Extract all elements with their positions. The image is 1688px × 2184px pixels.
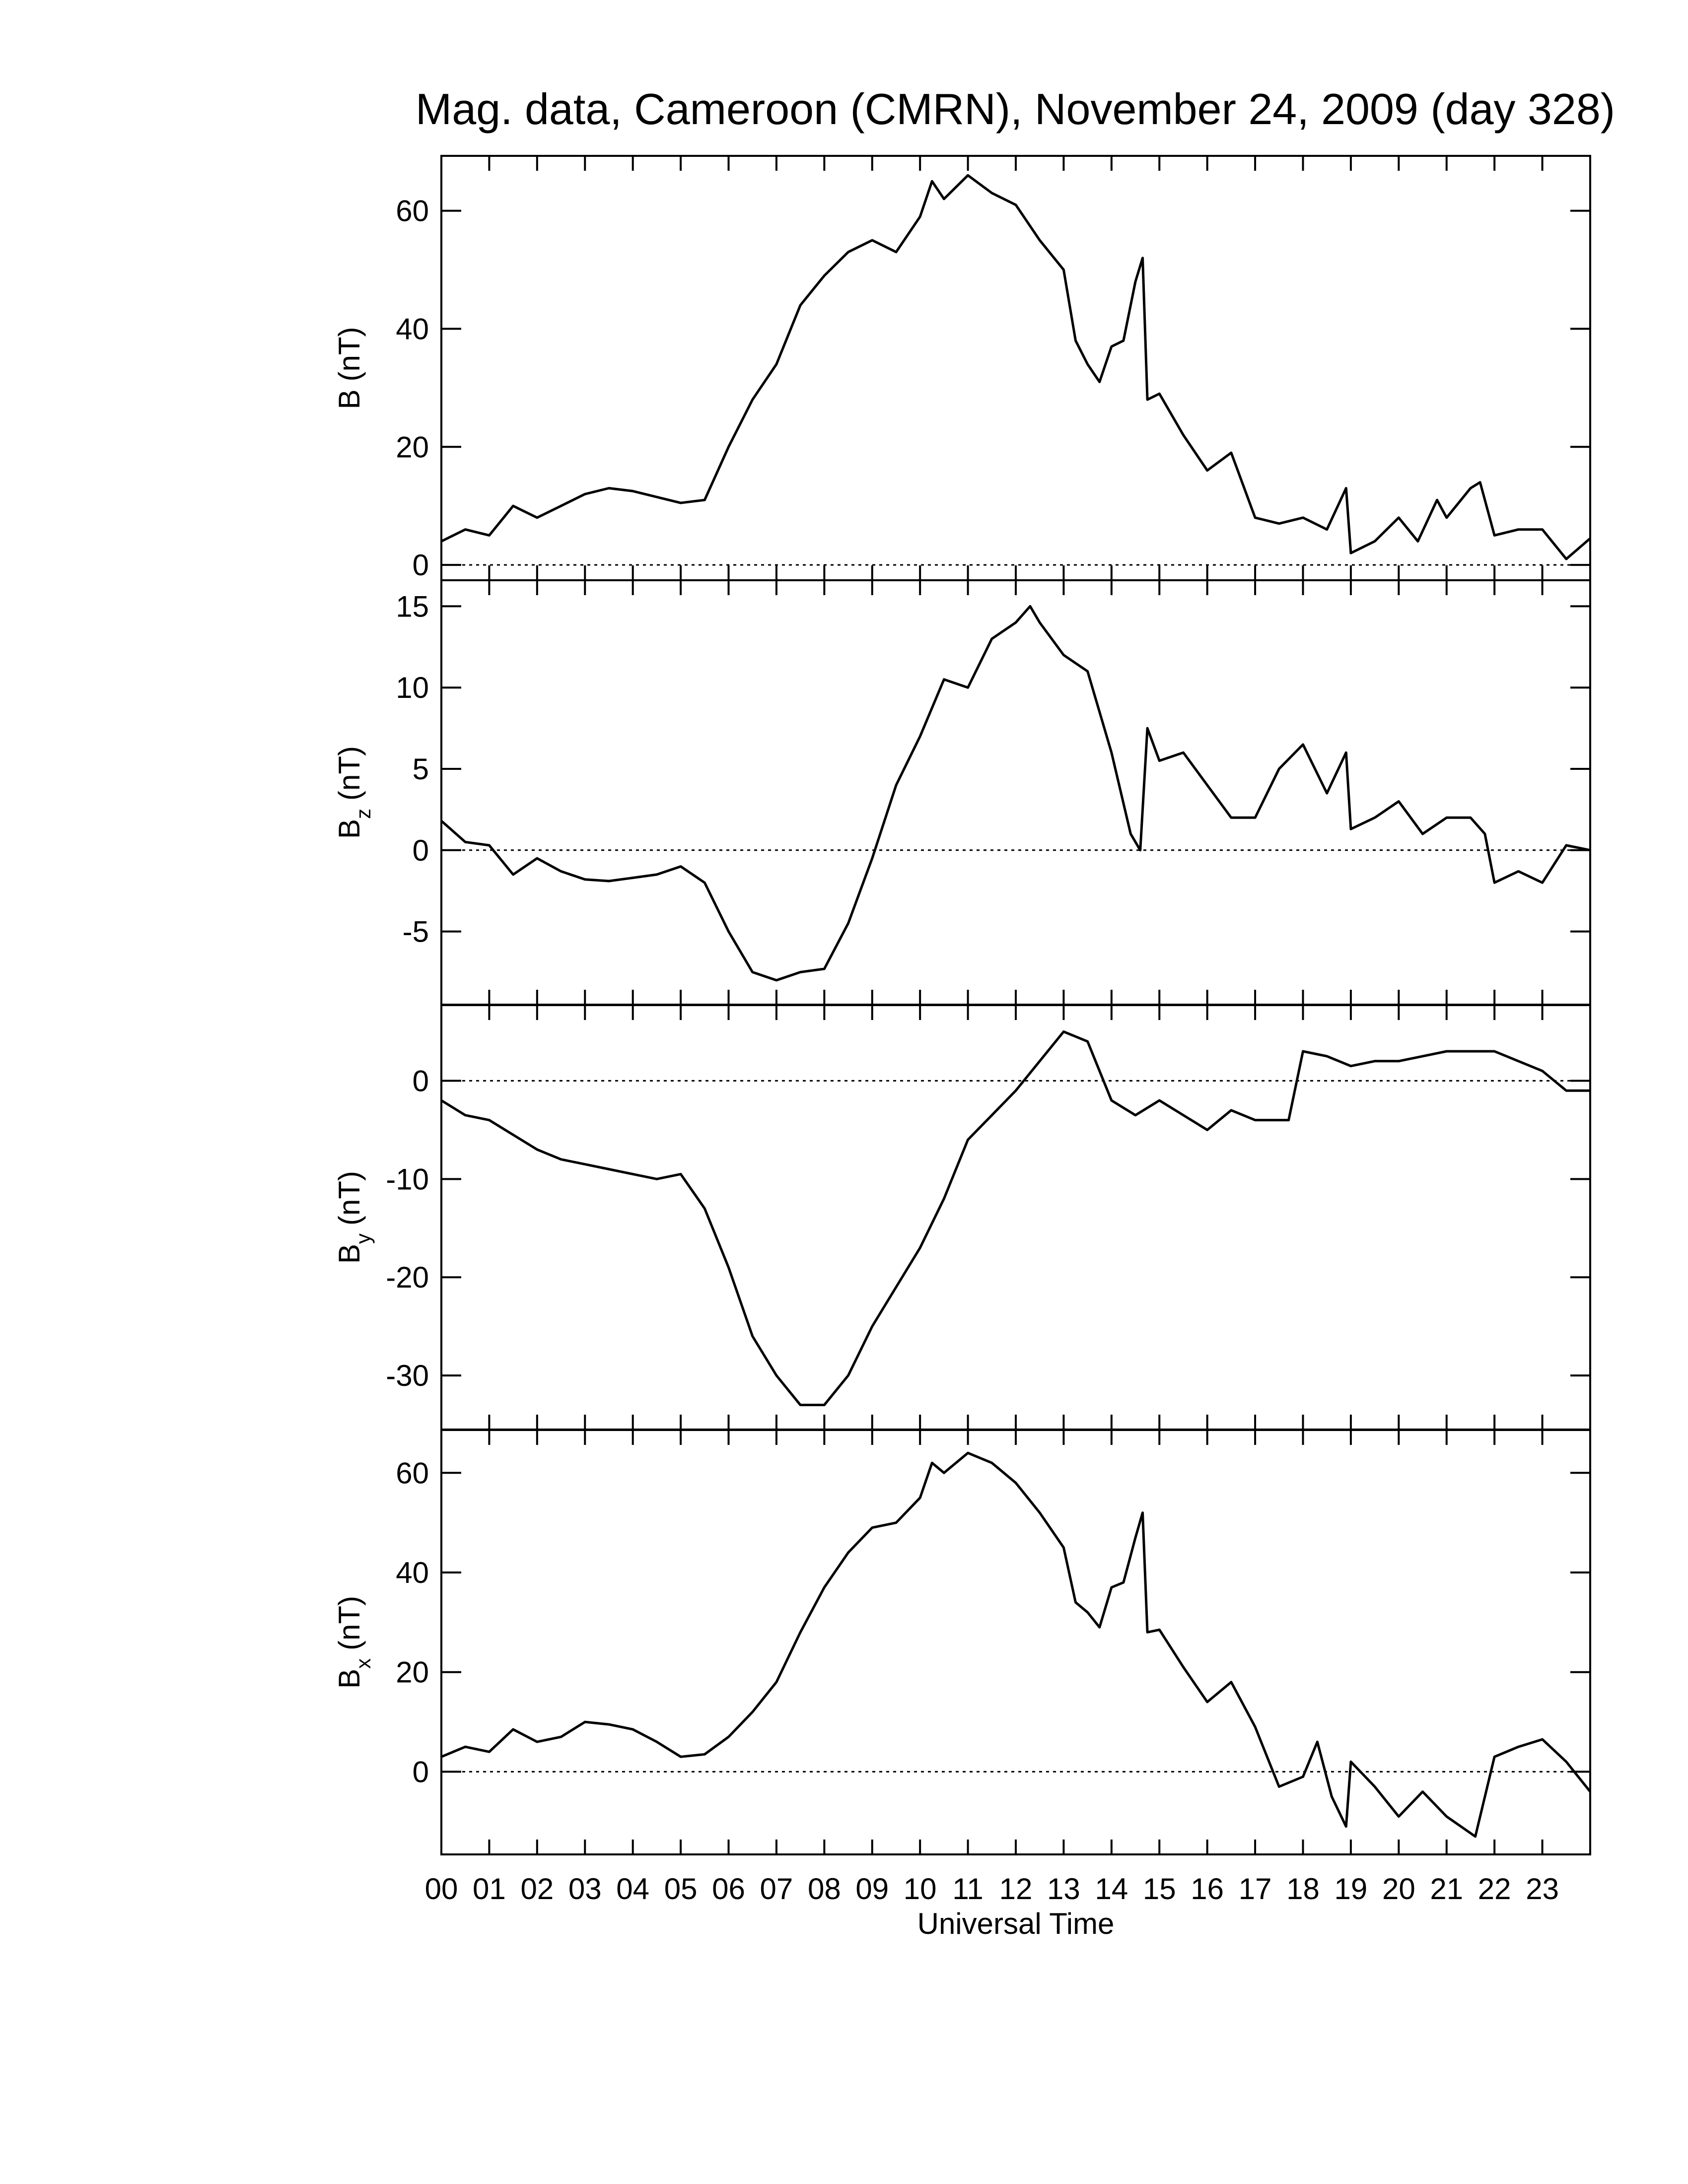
- x-tick-label: 11: [952, 1872, 983, 1906]
- y-axis-label-part: (nT): [333, 327, 366, 381]
- x-tick-label: 17: [1239, 1872, 1272, 1906]
- data-line: [441, 1451, 1591, 1838]
- y-tick-label: -30: [386, 1359, 429, 1392]
- y-axis-label-part: (nT): [333, 1596, 366, 1650]
- y-axis-label-subscript: y: [352, 1233, 375, 1244]
- x-tick-label: 06: [712, 1872, 745, 1906]
- y-tick-label: -20: [386, 1261, 429, 1294]
- x-tick-label: 05: [664, 1872, 698, 1906]
- y-tick-label: 40: [396, 312, 429, 345]
- y-tick-label: 20: [396, 1656, 429, 1689]
- x-tick-label: 10: [904, 1872, 937, 1906]
- y-tick-label: 40: [396, 1556, 429, 1589]
- y-axis-label-part: B: [333, 819, 366, 839]
- y-tick-label: 0: [413, 1755, 429, 1788]
- x-tick-label: 16: [1191, 1872, 1224, 1906]
- x-tick-label: 22: [1478, 1872, 1511, 1906]
- y-tick-label: 0: [413, 548, 429, 582]
- x-tick-label: 00: [425, 1872, 458, 1906]
- y-axis-label-part: B: [333, 1244, 366, 1264]
- y-tick-label: 0: [413, 1064, 429, 1097]
- x-tick-label: 02: [520, 1872, 554, 1906]
- y-tick-label: 60: [396, 195, 429, 228]
- chart-title: Mag. data, Cameroon (CMRN), November 24,…: [416, 84, 1615, 134]
- y-axis-label: By (nT): [333, 1171, 375, 1264]
- x-axis-label: Universal Time: [917, 1907, 1115, 1940]
- data-line: [440, 605, 1591, 982]
- y-tick-label: 15: [396, 590, 429, 623]
- x-tick-label: 03: [568, 1872, 602, 1906]
- y-tick-label: 20: [396, 430, 429, 464]
- x-tick-label: 23: [1526, 1872, 1559, 1906]
- x-tick-label: 04: [616, 1872, 649, 1906]
- data-line: [440, 174, 1591, 560]
- y-tick-label: 60: [396, 1456, 429, 1490]
- x-tick-label: 07: [760, 1872, 793, 1906]
- x-tick-label: 01: [473, 1872, 506, 1906]
- x-tick-label: 13: [1047, 1872, 1080, 1906]
- y-tick-label: 10: [396, 671, 429, 704]
- y-tick-label: -10: [386, 1162, 429, 1196]
- x-tick-label: 20: [1382, 1872, 1415, 1906]
- y-axis-label-part: B: [333, 1669, 366, 1689]
- y-tick-label: -5: [403, 915, 429, 949]
- y-tick-label: 5: [413, 752, 429, 786]
- y-axis-label-part: B: [333, 389, 366, 409]
- y-axis-label-subscript: z: [352, 809, 375, 819]
- x-tick-label: 18: [1286, 1872, 1320, 1906]
- x-tick-label: 19: [1335, 1872, 1368, 1906]
- x-tick-label: 12: [999, 1872, 1033, 1906]
- y-axis-label: Bz (nT): [333, 746, 375, 839]
- y-axis-label-part: (nT): [333, 746, 366, 801]
- x-tick-label: 15: [1143, 1872, 1176, 1906]
- x-tick-label: 14: [1095, 1872, 1128, 1906]
- y-tick-label: 0: [413, 834, 429, 867]
- data-line: [440, 1030, 1590, 1406]
- x-tick-label: 21: [1430, 1872, 1463, 1906]
- y-axis-label-part: (nT): [333, 1171, 366, 1226]
- y-axis-label: Bx (nT): [333, 1596, 375, 1689]
- y-axis-label: B (nT): [333, 327, 366, 409]
- x-tick-label: 09: [855, 1872, 889, 1906]
- x-tick-label: 08: [808, 1872, 841, 1906]
- y-axis-label-subscript: x: [352, 1658, 375, 1669]
